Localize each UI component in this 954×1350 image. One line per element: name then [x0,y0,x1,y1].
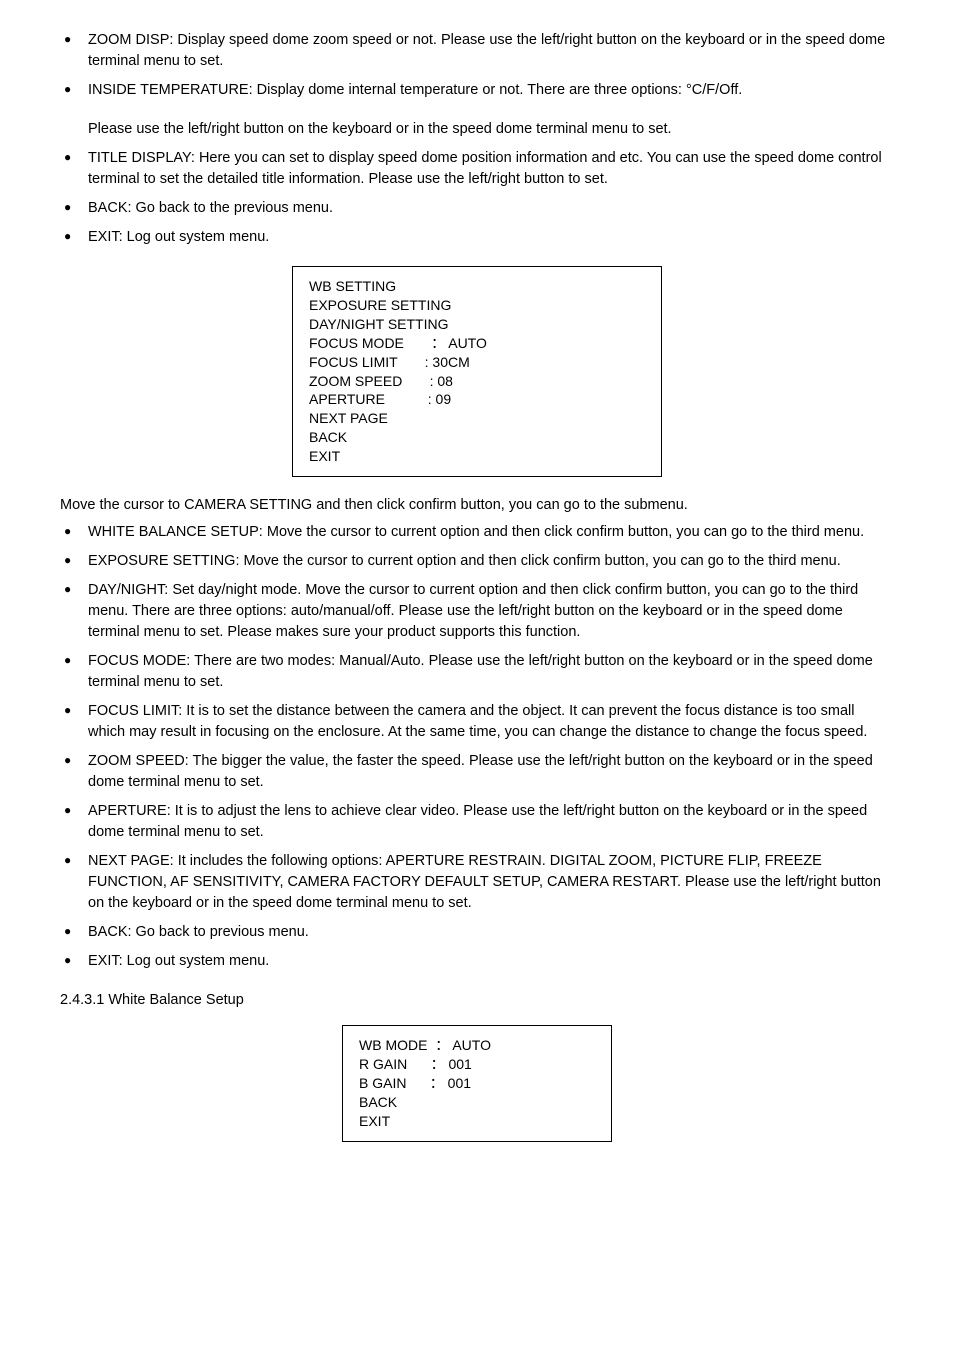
bullet-item: ZOOM SPEED: The bigger the value, the fa… [60,751,894,793]
bullet-item: ZOOM DISP: Display speed dome zoom speed… [60,30,894,72]
bullet-item: BACK: Go back to previous menu. [60,922,894,943]
camera-setting-menu-box: WB SETTING EXPOSURE SETTING DAY/NIGHT SE… [292,266,662,477]
page: ZOOM DISP: Display speed dome zoom speed… [0,0,954,1350]
menu-line: DAY/NIGHT SETTING [309,315,645,334]
menu-line: ZOOM SPEED : 08 [309,372,645,391]
bullet-item: APERTURE: It is to adjust the lens to ac… [60,801,894,843]
menu-line: BACK [309,428,645,447]
bullet-item: DAY/NIGHT: Set day/night mode. Move the … [60,580,894,643]
menu-line: FOCUS LIMIT : 30CM [309,353,645,372]
menu-line: WB SETTING [309,277,645,296]
middle-intro-text: Move the cursor to CAMERA SETTING and th… [60,495,894,516]
menu-line: FOCUS MODE ： AUTO [309,334,645,353]
top-bullet-list-1: ZOOM DISP: Display speed dome zoom speed… [60,30,894,101]
menu-line: BACK [359,1093,595,1112]
bullet-item: EXIT: Log out system menu. [60,951,894,972]
menu-line: EXPOSURE SETTING [309,296,645,315]
menu-line: B GAIN ： 001 [359,1074,595,1093]
menu-line: EXIT [359,1112,595,1131]
bullet-item: EXIT: Log out system menu. [60,227,894,248]
menu-line: WB MODE ： AUTO [359,1036,595,1055]
wb-setup-menu-box: WB MODE ： AUTO R GAIN ： 001 B GAIN ： 001… [342,1025,612,1141]
bullet-item: EXPOSURE SETTING: Move the cursor to cur… [60,551,894,572]
section-heading: 2.4.3.1 White Balance Setup [60,990,894,1011]
bullet-item: NEXT PAGE: It includes the following opt… [60,851,894,914]
bullet-item: BACK: Go back to the previous menu. [60,198,894,219]
bullet-item: FOCUS MODE: There are two modes: Manual/… [60,651,894,693]
menu-line: APERTURE : 09 [309,390,645,409]
menu-line: EXIT [309,447,645,466]
top-bullet-list-2: TITLE DISPLAY: Here you can set to displ… [60,148,894,248]
indented-note: Please use the left/right button on the … [60,119,894,140]
bullet-item: INSIDE TEMPERATURE: Display dome interna… [60,80,894,101]
bullet-item: WHITE BALANCE SETUP: Move the cursor to … [60,522,894,543]
bullet-item: TITLE DISPLAY: Here you can set to displ… [60,148,894,190]
menu-line: R GAIN ： 001 [359,1055,595,1074]
bullet-item: FOCUS LIMIT: It is to set the distance b… [60,701,894,743]
middle-bullet-list: WHITE BALANCE SETUP: Move the cursor to … [60,522,894,972]
menu-line: NEXT PAGE [309,409,645,428]
